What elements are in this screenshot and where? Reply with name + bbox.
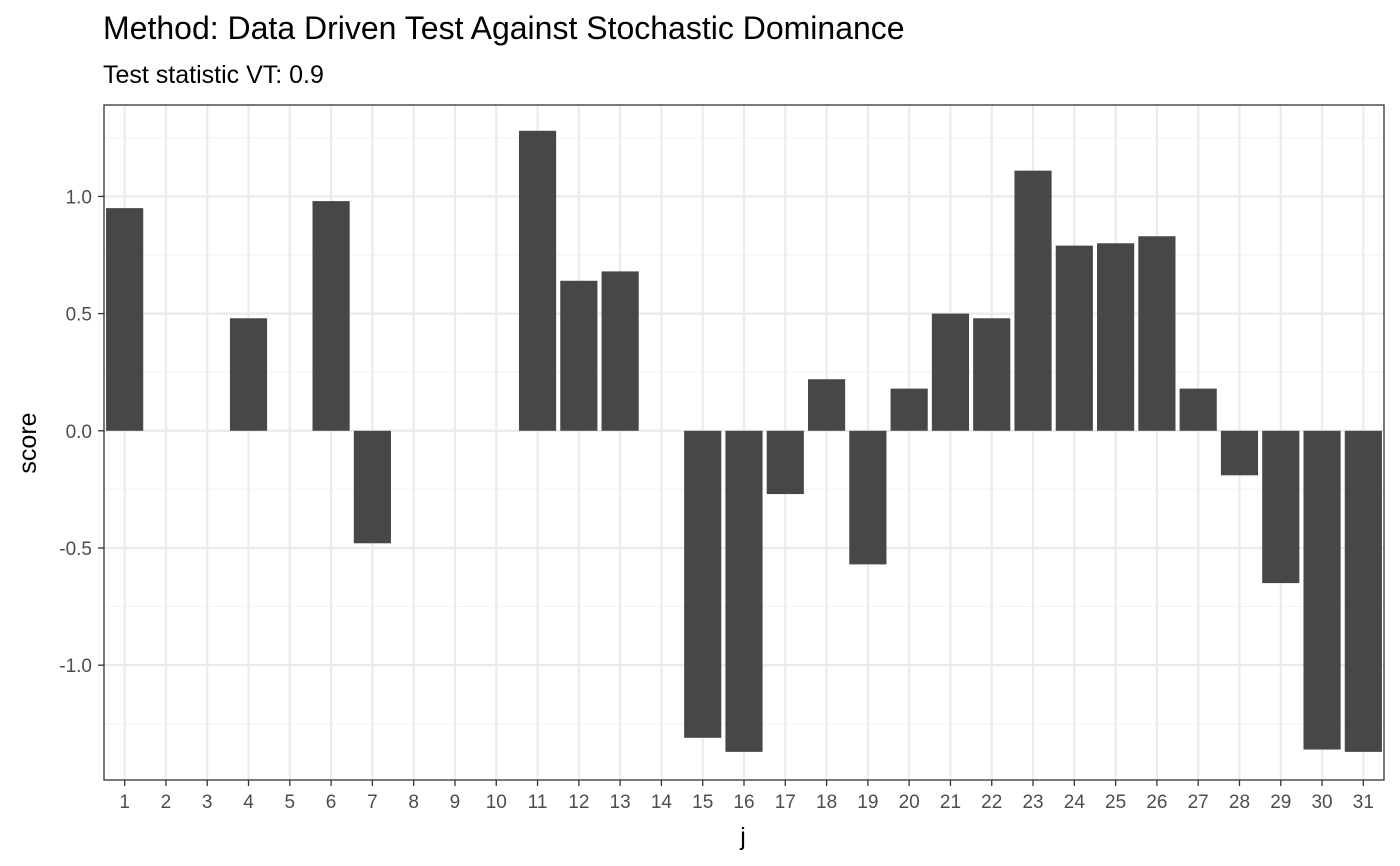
- x-tick-label: 19: [857, 792, 878, 813]
- x-tick-label: 11: [528, 792, 548, 813]
- y-tick-label: -1.0: [59, 656, 92, 677]
- x-tick-label: 10: [486, 792, 507, 813]
- x-tick-label: 2: [161, 792, 172, 813]
- chart-title: Method: Data Driven Test Against Stochas…: [103, 10, 905, 46]
- bar-16: [725, 430, 763, 752]
- bar-19: [849, 430, 887, 565]
- bar-26: [1138, 236, 1176, 431]
- bar-22: [973, 318, 1011, 431]
- x-tick-label: 4: [243, 792, 254, 813]
- x-tick-label: 26: [1146, 792, 1167, 813]
- y-tick-label: -0.5: [59, 539, 92, 560]
- x-tick-label: 9: [450, 792, 461, 813]
- y-tick-label: 0.5: [66, 305, 92, 326]
- bar-29: [1262, 430, 1300, 584]
- x-tick-label: 21: [940, 792, 961, 813]
- x-tick-label: 7: [367, 792, 378, 813]
- x-tick-label: 13: [610, 792, 631, 813]
- x-tick-label: 28: [1229, 792, 1250, 813]
- bar-11: [518, 130, 557, 431]
- x-tick-label: 3: [202, 792, 213, 813]
- x-axis: 1 2 3 4 5 6 7 8 9 10 11 12 13 14 15 16 17 18 19 20 21 22 23 24 2…: [119, 780, 1374, 813]
- bar-13: [601, 271, 639, 431]
- bar-6: [312, 201, 350, 431]
- x-tick-label: 18: [816, 792, 837, 813]
- x-tick-label: 24: [1064, 792, 1086, 813]
- bar-23: [1014, 170, 1052, 431]
- x-tick-label: 27: [1188, 792, 1209, 813]
- y-tick-label: 0.0: [66, 422, 92, 443]
- x-tick-label: 1: [119, 792, 130, 813]
- x-tick-label: 23: [1022, 792, 1043, 813]
- x-tick-label: 16: [733, 792, 754, 813]
- bar-18: [808, 379, 846, 431]
- bar-17: [766, 430, 804, 495]
- x-tick-label: 29: [1270, 792, 1291, 813]
- bar-15: [684, 430, 722, 738]
- x-tick-label: 20: [899, 792, 920, 813]
- bar-24: [1055, 245, 1093, 431]
- x-tick-label: 12: [568, 792, 589, 813]
- bar-7: [353, 430, 391, 544]
- x-tick-label: 17: [775, 792, 796, 813]
- x-tick-label: 25: [1105, 792, 1126, 813]
- bar-4: [229, 318, 268, 431]
- bar-30: [1303, 430, 1341, 750]
- x-tick-label: 31: [1353, 792, 1374, 813]
- bar-1: [106, 208, 144, 431]
- x-tick-label: 8: [408, 792, 419, 813]
- bar-20: [890, 388, 928, 431]
- bars: [106, 130, 1382, 752]
- bar-12: [560, 280, 598, 431]
- bar-28: [1220, 430, 1259, 476]
- x-tick-label: 6: [326, 792, 337, 813]
- y-tick-label: 1.0: [66, 187, 92, 208]
- bar-27: [1179, 388, 1217, 431]
- bar-25: [1097, 243, 1135, 431]
- y-axis: -1.0 -0.5 0.0 0.5 1.0: [59, 187, 104, 677]
- x-tick-label: 15: [692, 792, 713, 813]
- y-axis-title: score: [14, 412, 42, 473]
- chart-subtitle: Test statistic VT: 0.9: [103, 61, 324, 89]
- bar-31: [1344, 430, 1382, 752]
- x-tick-label: 5: [285, 792, 296, 813]
- x-tick-label: 22: [981, 792, 1002, 813]
- bar-21: [931, 313, 970, 431]
- x-tick-label: 14: [651, 792, 673, 813]
- x-axis-title: j: [739, 823, 746, 851]
- x-tick-label: 30: [1311, 792, 1332, 813]
